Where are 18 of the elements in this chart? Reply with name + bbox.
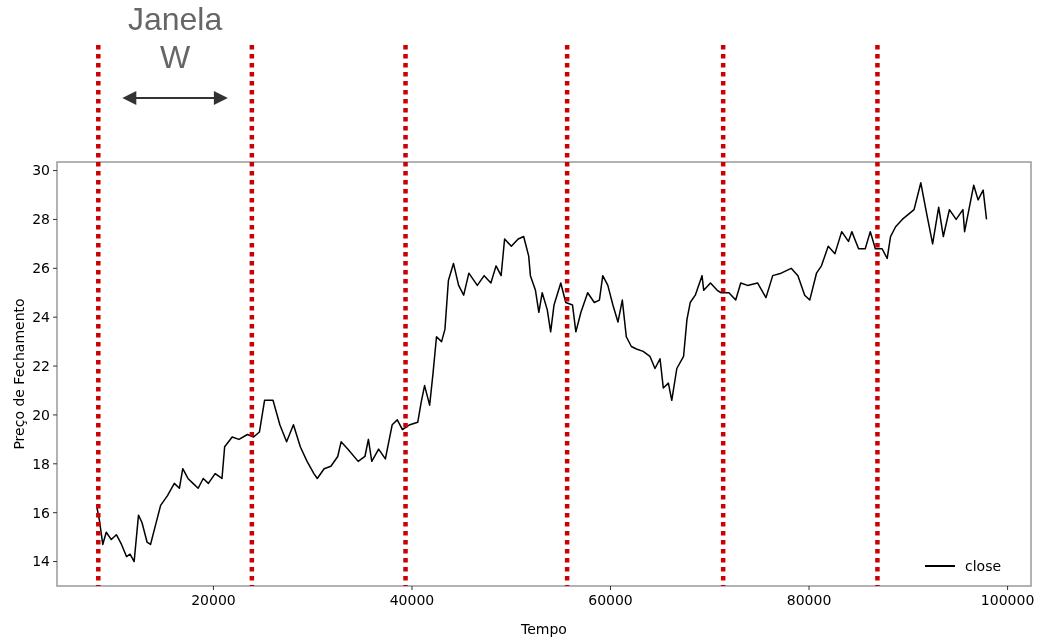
text: Janela W — [127, 1, 223, 75]
x-tick-label: 40000 — [389, 592, 435, 608]
y-axis-title: Preço de Fechamento — [11, 298, 27, 450]
x-tick-label: 60000 — [588, 592, 633, 608]
y-tick-label: 26 — [32, 260, 51, 277]
y-tick-label: 14 — [32, 553, 51, 570]
x-tick-label: 80000 — [786, 592, 832, 608]
y-tick-label: 20 — [32, 406, 50, 423]
y-tick-label: 18 — [32, 455, 50, 472]
y-tick-label: 24 — [32, 309, 51, 326]
x-tick-label: 20000 — [191, 592, 236, 608]
y-tick-label: 28 — [32, 211, 50, 228]
legend-label: close — [965, 557, 1002, 574]
y-tick-label: 30 — [32, 162, 50, 179]
x-axis-title: Tempo — [520, 621, 567, 637]
y-tick-label: 22 — [32, 357, 50, 374]
x-tick-label: 100000 — [980, 592, 1035, 608]
y-tick-label: 16 — [32, 504, 51, 521]
